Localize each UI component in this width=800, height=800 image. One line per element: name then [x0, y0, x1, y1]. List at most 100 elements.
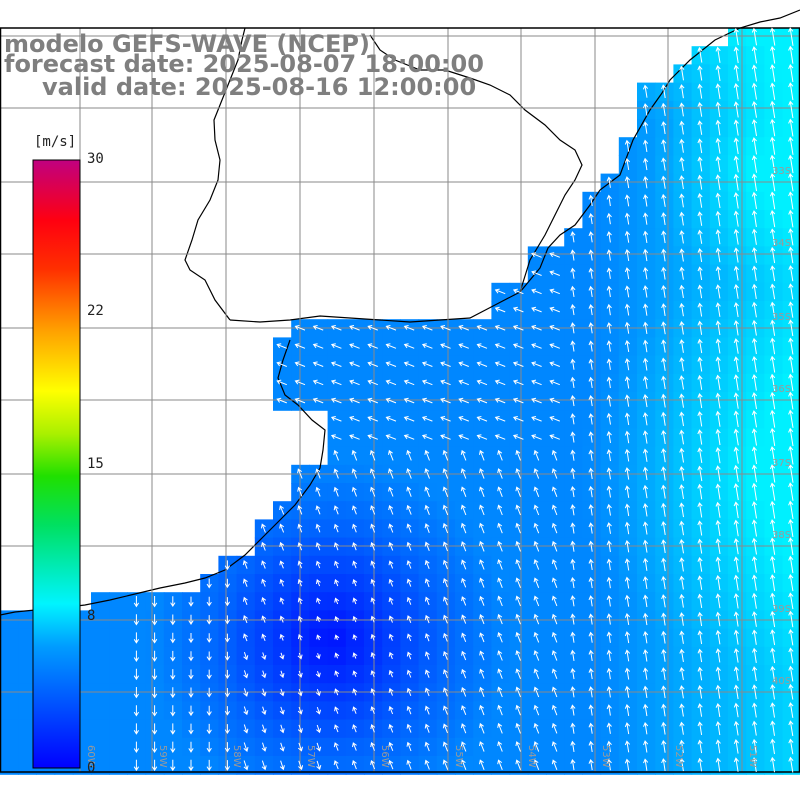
wind-arrow: [751, 301, 758, 318]
wind-arrow: [733, 410, 739, 428]
wind-arrow: [243, 706, 249, 716]
wind-arrow: [494, 416, 506, 422]
wind-arrow: [151, 650, 158, 662]
wind-arrow: [442, 541, 448, 552]
wind-arrow: [624, 594, 631, 607]
wind-arrow: [497, 449, 503, 461]
wind-arrow: [479, 759, 485, 770]
wind-arrow: [588, 595, 594, 607]
wind-arrow: [352, 542, 357, 551]
wind-arrow: [333, 468, 339, 479]
wind-arrow: [733, 173, 739, 191]
wind-arrow: [224, 688, 231, 698]
wind-arrow: [349, 361, 360, 367]
wind-arrow: [751, 191, 757, 209]
wind-arrow: [460, 468, 467, 479]
wind-arrow: [352, 688, 358, 696]
wind-arrow: [679, 339, 685, 353]
wind-arrow: [497, 722, 503, 734]
wind-arrow: [588, 631, 594, 643]
wind-arrow: [751, 428, 757, 446]
wind-arrow: [606, 740, 612, 753]
wind-arrow: [770, 319, 776, 336]
wind-arrow: [643, 339, 649, 353]
wind-arrow: [279, 742, 285, 752]
wind-arrow: [533, 468, 540, 479]
wind-arrow: [261, 742, 267, 752]
wind-arrow: [261, 633, 267, 641]
wind-arrow: [624, 412, 630, 426]
wind-arrow: [697, 46, 703, 63]
wind-arrow: [369, 468, 376, 479]
wind-arrow: [442, 741, 449, 752]
wind-arrow: [770, 720, 776, 736]
wind-arrow: [624, 558, 630, 571]
wind-arrow: [406, 741, 412, 752]
wind-arrow: [570, 285, 576, 297]
wind-arrow: [170, 669, 176, 680]
wind-arrow: [294, 325, 306, 331]
wind-arrow: [133, 650, 140, 662]
wind-arrow: [788, 172, 794, 192]
wind-arrow: [643, 667, 649, 680]
wind-arrow: [770, 82, 776, 100]
wind-arrow: [697, 739, 703, 754]
wind-arrow: [679, 248, 685, 262]
wind-arrow: [606, 758, 612, 771]
wind-arrow: [497, 559, 503, 570]
wind-arrow: [570, 558, 576, 570]
wind-arrow: [133, 632, 140, 644]
wind-arrow: [312, 379, 324, 386]
wind-arrow: [334, 652, 340, 659]
wind-arrow: [512, 288, 524, 295]
wind-arrow: [570, 431, 576, 443]
wind-arrow: [533, 486, 540, 497]
wind-arrow: [388, 597, 394, 605]
wind-arrow: [385, 361, 397, 367]
wind-arrow: [733, 64, 739, 82]
wind-arrow: [770, 756, 776, 773]
wind-arrow: [479, 722, 485, 734]
wind-arrow: [769, 154, 776, 174]
wind-arrow: [533, 686, 540, 698]
wind-arrow: [206, 578, 212, 589]
wind-arrow: [643, 685, 649, 698]
wind-arrow: [733, 739, 739, 754]
wind-arrow: [315, 671, 321, 678]
wind-arrow: [261, 706, 267, 715]
wind-arrow: [334, 706, 339, 714]
wind-arrow: [788, 283, 794, 300]
wind-arrow: [476, 343, 488, 349]
colorbar-tick-0: 0: [87, 760, 96, 776]
wind-arrow: [679, 102, 685, 117]
wind-arrow: [388, 633, 394, 641]
wind-arrow: [752, 666, 758, 682]
wind-arrow: [367, 379, 378, 386]
wind-arrow: [297, 634, 303, 641]
wind-arrow: [697, 302, 703, 317]
wind-arrow: [421, 397, 433, 404]
wind-arrow: [679, 612, 685, 626]
wind-arrow: [769, 409, 776, 428]
wind-arrow: [352, 652, 358, 659]
wind-arrow: [388, 541, 394, 551]
wind-arrow: [715, 356, 721, 372]
wind-arrow: [733, 82, 739, 100]
lon-label: 54W: [526, 745, 537, 768]
wind-arrow: [549, 288, 560, 295]
wind-arrow: [224, 724, 231, 735]
wind-arrow: [494, 306, 506, 313]
lat-label: 36S: [772, 384, 791, 395]
wind-arrow: [461, 650, 467, 661]
lat-label: 38S: [772, 530, 791, 541]
wind-arrow: [151, 632, 158, 644]
wind-arrow: [770, 228, 776, 246]
wind-arrow: [788, 409, 794, 428]
wind-arrow: [751, 374, 758, 391]
wind-cell: [91, 628, 110, 648]
wind-arrow: [697, 320, 703, 335]
wind-arrow: [551, 631, 558, 643]
wind-arrow: [458, 379, 469, 386]
wind-arrow: [733, 538, 739, 555]
wind-arrow: [476, 416, 488, 422]
